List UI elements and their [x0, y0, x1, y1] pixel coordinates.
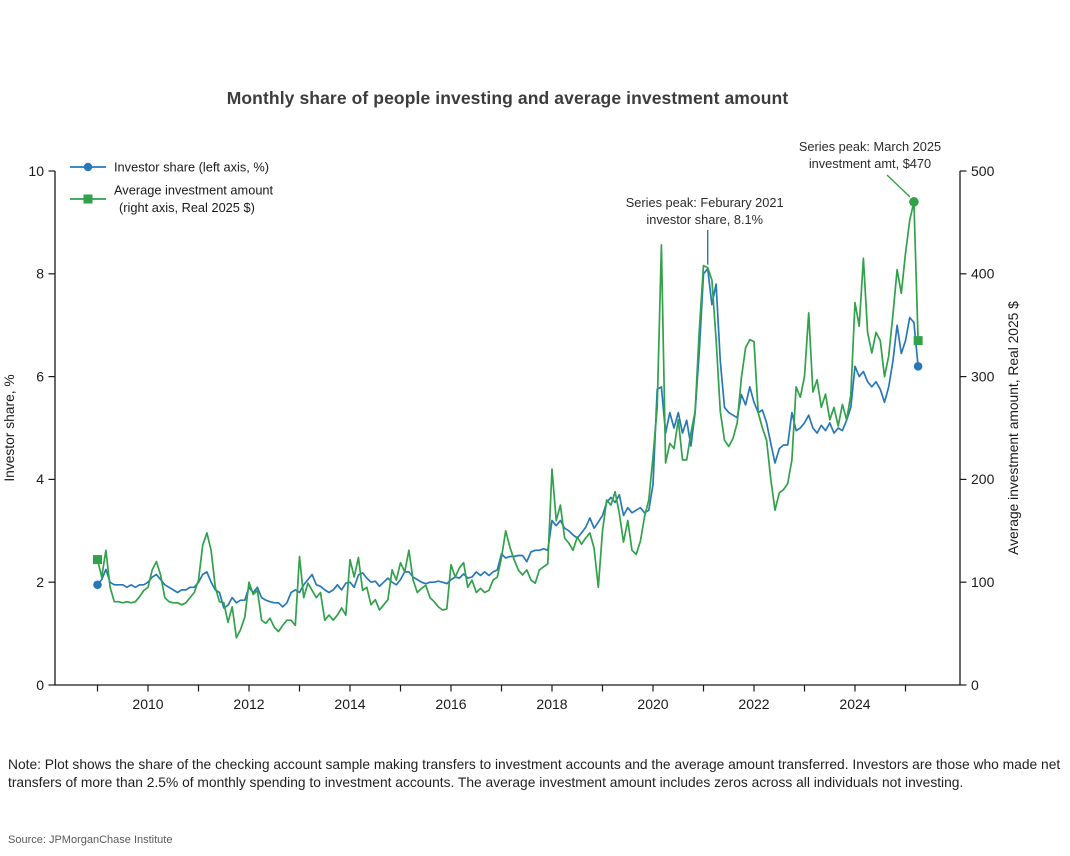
right-tick-label-300: 300 [971, 368, 995, 384]
average-investment-start-marker [93, 555, 102, 565]
right-tick-label-100: 100 [971, 574, 995, 590]
average-investment-end-marker [913, 336, 923, 346]
average-investment-peak-marker [909, 197, 919, 207]
left-axis-label: Investor share, % [2, 374, 17, 481]
right-tick-label-200: 200 [971, 471, 995, 487]
investor-share-line [96, 267, 919, 609]
right-tick-label-0: 0 [971, 677, 979, 693]
investor-share-end-marker [913, 362, 923, 371]
legend-marker-average-investment [83, 194, 93, 204]
right-tick-label-500: 500 [971, 163, 995, 179]
chart-title: Monthly share of people investing and av… [226, 88, 789, 108]
x-tick-label-2020: 2020 [637, 696, 668, 712]
left-tick-label-0: 0 [36, 677, 44, 693]
x-tick-label-2022: 2022 [738, 696, 769, 712]
legend-label-average-investment-line1: Average investment amount [114, 183, 274, 198]
legend-label-investor-share: Investor share (left axis, %) [114, 160, 269, 175]
right-axis-label: Average investment amount, Real 2025 $ [1006, 301, 1021, 555]
left-tick-label-2: 2 [36, 574, 44, 590]
x-tick-label-2014: 2014 [334, 696, 365, 712]
x-tick-label-2024: 2024 [839, 696, 870, 712]
x-tick-label-2010: 2010 [132, 696, 163, 712]
left-tick-label-4: 4 [36, 471, 44, 487]
chart-canvas: 2010 2012 2014 2016 2018 2020 2022 202402468100… [2, 139, 1021, 712]
x-tick-label-2018: 2018 [536, 696, 567, 712]
legend: Investor share (left axis, %) Average inv… [70, 160, 274, 215]
investor-share-start-marker [93, 580, 102, 590]
average-investment-line [96, 200, 919, 639]
left-tick-label-10: 10 [28, 163, 44, 179]
source-text: Source: JPMorganChase Institute [8, 834, 173, 846]
legend-marker-investor-share [83, 162, 93, 172]
annotation-leader-investment-peak [886, 174, 911, 198]
x-tick-label-2016: 2016 [435, 696, 466, 712]
annotation-investor-peak-line2: investor share, 8.1% [646, 212, 763, 227]
x-tick-label-2012: 2012 [233, 696, 264, 712]
legend-label-average-investment-line2: (right axis, Real 2025 $) [119, 200, 255, 215]
annotation-investment-peak-line2: investment amt, $470 [809, 156, 931, 171]
annotation-investment-peak-line1: Series peak: March 2025 [799, 139, 941, 154]
note-text: Note: Plot shows the share of the checki… [8, 757, 1061, 791]
left-tick-label-8: 8 [36, 266, 44, 282]
annotation-investor-peak-line1: Series peak: Feburary 2021 [626, 195, 784, 210]
left-tick-label-6: 6 [36, 368, 44, 384]
right-tick-label-400: 400 [971, 266, 995, 282]
